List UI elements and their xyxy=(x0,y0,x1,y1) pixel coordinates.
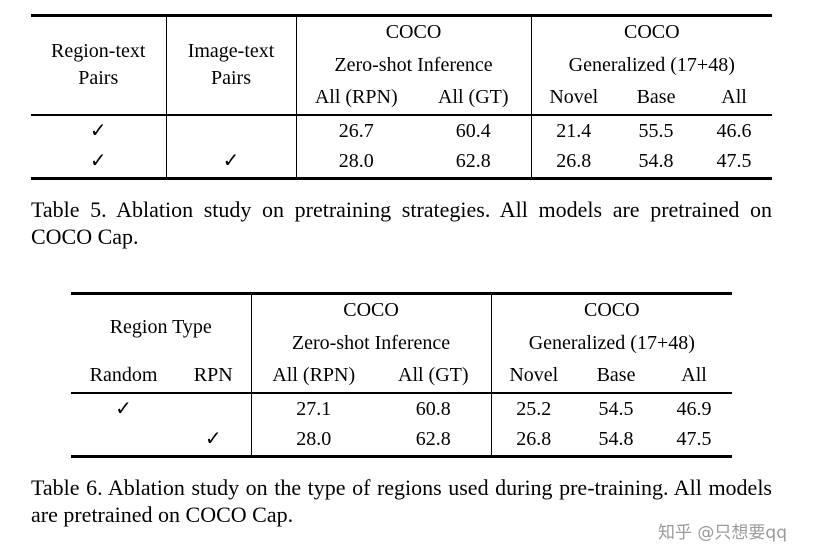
data-cell: 27.1 xyxy=(250,391,377,425)
data-cell: 46.9 xyxy=(656,391,733,425)
table-row: ✓ ✓ 28.0 62.8 26.8 54.8 47.5 xyxy=(31,146,772,179)
check-cell xyxy=(176,391,252,425)
check-cell: ✓ xyxy=(204,428,222,451)
table5-col-novel: Novel xyxy=(530,81,617,115)
check-cell: ✓ xyxy=(165,146,296,179)
table5-col-all-gt: All (GT) xyxy=(437,86,509,108)
table5-group2-subtitle: Generalized (17+48) xyxy=(530,48,773,82)
data-cell: 54.8 xyxy=(598,428,634,451)
table5-group1-subtitle: Zero-shot Inference xyxy=(295,48,532,82)
table-5-header: Region-text Pairs Image-text Pairs COCO … xyxy=(31,15,773,115)
data-cell: 47.5 xyxy=(716,150,752,173)
data-cell: 54.5 xyxy=(576,391,657,425)
table-6: Region Type COCO COCO Zero-shot Inferenc… xyxy=(71,292,733,459)
data-cell: 55.5 xyxy=(616,113,697,147)
table-6-wrapper: Region Type COCO COCO Zero-shot Inferenc… xyxy=(0,292,813,459)
table5-group1-title: COCO xyxy=(295,15,532,49)
table6-col-random: Random xyxy=(89,364,158,387)
data-cell: 60.8 xyxy=(376,391,492,425)
zhihu-watermark: 知乎 @只想要qq xyxy=(658,523,787,543)
table5-caption: Table 5. Ablation study on pretraining s… xyxy=(31,197,772,250)
table5-col-all: All xyxy=(721,86,747,108)
table-row: ✓ 28.0 62.8 26.8 54.8 47.5 xyxy=(71,424,732,457)
table5-header-region-text: Region-text Pairs xyxy=(51,40,146,90)
table5-header-image-text: Image-text Pairs xyxy=(165,15,296,115)
data-cell: 26.8 xyxy=(530,146,617,179)
table5-col-base: Base xyxy=(636,86,676,108)
table6-group1-title: COCO xyxy=(250,293,492,327)
data-cell: 26.8 xyxy=(490,424,577,457)
table6-col-base: Base xyxy=(596,364,636,387)
table-6-header: Region Type COCO COCO Zero-shot Inferenc… xyxy=(71,293,733,393)
table-row: ✓ 27.1 60.8 25.2 54.5 46.9 xyxy=(71,391,733,425)
table-row: ✓ 26.7 60.4 21.4 55.5 46.6 xyxy=(31,113,773,147)
table-6-body: ✓ 27.1 60.8 25.2 54.5 46.9 ✓ 28.0 62.8 2… xyxy=(71,391,733,457)
data-cell: 60.4 xyxy=(416,113,532,147)
data-cell: 28.0 xyxy=(250,424,377,457)
table6-group0-title: Region Type xyxy=(109,315,212,338)
check-cell xyxy=(71,425,176,457)
check-cell: ✓ xyxy=(71,391,176,425)
check-cell xyxy=(165,113,296,147)
data-cell: 25.2 xyxy=(490,391,577,425)
data-cell: 26.7 xyxy=(295,113,416,147)
table6-group1-subtitle: Zero-shot Inference xyxy=(250,326,492,360)
table6-group2-title: COCO xyxy=(490,293,733,327)
table-5-body: ✓ 26.7 60.4 21.4 55.5 46.6 ✓ ✓ 28.0 62.8… xyxy=(31,113,773,179)
data-cell: 62.8 xyxy=(455,150,491,173)
table6-group2-subtitle: Generalized (17+48) xyxy=(490,326,733,360)
data-cell: 28.0 xyxy=(295,146,416,179)
table6-col-rpn: RPN xyxy=(193,364,233,387)
data-cell: 62.8 xyxy=(415,428,451,451)
data-cell: 47.5 xyxy=(676,428,712,451)
data-cell: 54.8 xyxy=(638,150,674,173)
table-5: Region-text Pairs Image-text Pairs COCO … xyxy=(31,14,773,180)
table6-col-all-gt: All (GT) xyxy=(398,364,469,387)
table6-caption: Table 6. Ablation study on the type of r… xyxy=(31,475,772,528)
table6-col-novel: Novel xyxy=(490,359,577,393)
table6-col-all: All xyxy=(681,364,707,387)
data-cell: 46.6 xyxy=(696,113,773,147)
table5-col-all-rpn: All (RPN) xyxy=(295,81,416,115)
paper-page: Region-text Pairs Image-text Pairs COCO … xyxy=(0,14,813,528)
check-cell: ✓ xyxy=(31,113,166,147)
data-cell: 21.4 xyxy=(530,113,617,147)
check-cell: ✓ xyxy=(89,150,107,173)
table5-group2-title: COCO xyxy=(530,15,773,49)
table6-col-all-rpn: All (RPN) xyxy=(250,359,377,393)
